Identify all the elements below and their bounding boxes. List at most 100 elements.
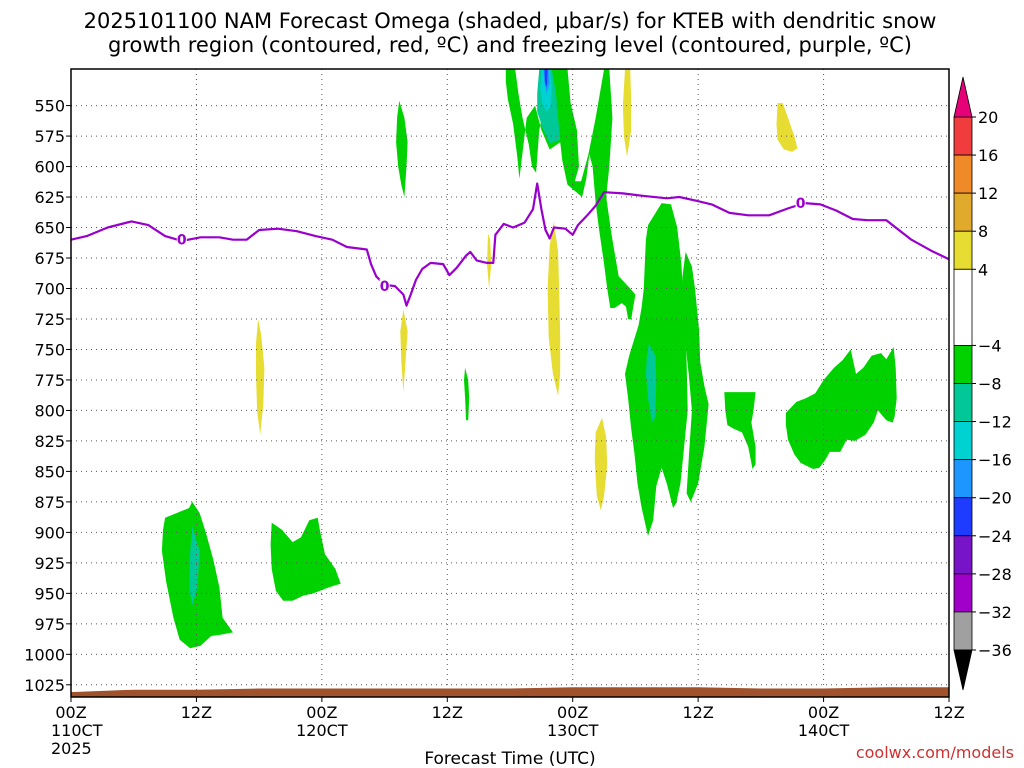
- y-tick-label-825: 825: [34, 432, 65, 451]
- y-tick-label-700: 700: [34, 279, 65, 298]
- omega-region-3: [396, 100, 408, 197]
- plot-frame: [70, 68, 950, 698]
- y-tick-label-550: 550: [34, 97, 65, 116]
- x-tick-label-36-0: 12Z: [432, 703, 463, 722]
- omega-region-17: [256, 319, 265, 435]
- x-axis-title: Forecast Time (UTC): [424, 749, 595, 768]
- freezing-label-0: 0: [177, 233, 187, 249]
- x-tick-label-72-1: 140CT: [798, 721, 850, 740]
- colorbar-band-5: [953, 345, 973, 384]
- omega-region-10: [625, 203, 688, 536]
- colorbar-label-2: 12: [978, 184, 998, 203]
- colorbar-band-0: [953, 116, 973, 156]
- omega-region-5: [505, 69, 636, 319]
- freezing-label-bg-2: [795, 196, 806, 211]
- colorbar-label-3: 8: [978, 222, 988, 241]
- colorbar-label-1: 16: [978, 146, 998, 165]
- x-tick-label-48-1: 130CT: [547, 721, 599, 740]
- colorbar-label-12: −32: [978, 603, 1012, 622]
- omega-region-13: [724, 392, 756, 469]
- omega-region-4: [464, 367, 470, 421]
- omega-region-19: [547, 221, 561, 396]
- y-tick-label-1025: 1025: [24, 676, 65, 695]
- y-tick-label-575: 575: [34, 127, 65, 146]
- y-tick-label-900: 900: [34, 523, 65, 542]
- x-tick-label-84-0: 12Z: [933, 703, 964, 722]
- colorbar-label-10: −24: [978, 527, 1012, 546]
- y-tick-label-800: 800: [34, 401, 65, 420]
- x-tick-label-24-1: 120CT: [296, 721, 348, 740]
- x-tick-label-0-0: 00Z: [55, 703, 86, 722]
- terrain-fill: [71, 687, 949, 697]
- x-tick-label-48-0: 00Z: [557, 703, 588, 722]
- y-tick-label-775: 775: [34, 371, 65, 390]
- y-axis: 550 575 600 625 650 675 700 725 750 775 800 825 850 8…: [24, 97, 71, 695]
- colorbar-label-11: −28: [978, 565, 1012, 584]
- x-tick-label-24-0: 00Z: [306, 703, 337, 722]
- colorbar-band-1: [953, 154, 973, 194]
- omega-region-18: [400, 309, 408, 393]
- colorbar-label-0: 20: [978, 108, 998, 127]
- omega-region-1: [189, 526, 200, 606]
- colorbar-label-13: −36: [978, 641, 1012, 660]
- y-tick-label-725: 725: [34, 310, 65, 329]
- terrain: [71, 687, 949, 697]
- y-tick-label-925: 925: [34, 554, 65, 573]
- x-tick-label-12-0: 12Z: [181, 703, 212, 722]
- freezing-level-line: [70, 182, 950, 307]
- colorbar-band-11: [953, 573, 973, 613]
- chart-title-line-2: growth region (contoured, red, ºC) and f…: [108, 33, 912, 57]
- colorbar-label-6: −8: [978, 375, 1002, 394]
- freezing-label-bg-0: [176, 232, 187, 247]
- y-tick-label-650: 650: [34, 219, 65, 238]
- credit-text: coolwx.com/models: [856, 743, 1014, 762]
- colorbar-band-4: [953, 268, 973, 346]
- colorbar-top-arrow: [953, 76, 973, 118]
- omega-shading: [161, 69, 897, 649]
- y-tick-label-625: 625: [34, 188, 65, 207]
- colorbar-band-3: [953, 230, 973, 270]
- y-tick-label-600: 600: [34, 158, 65, 177]
- y-tick-label-1000: 1000: [24, 645, 65, 664]
- colorbar-band-8: [953, 459, 973, 499]
- colorbar-band-6: [953, 383, 973, 422]
- y-tick-label-950: 950: [34, 584, 65, 603]
- omega-region-12: [681, 251, 709, 502]
- colorbar-band-9: [953, 497, 973, 537]
- plot-area: 0 0 0: [70, 68, 950, 698]
- colorbar-label-5: −4: [978, 336, 1002, 355]
- colorbar-label-9: −20: [978, 489, 1012, 508]
- colorbar-band-2: [953, 192, 973, 232]
- chart-title-line-1: 2025101100 NAM Forecast Omega (shaded, μ…: [84, 9, 937, 33]
- freezing-level: 0 0 0: [70, 182, 950, 307]
- y-tick-label-975: 975: [34, 615, 65, 634]
- omega-region-14: [785, 347, 897, 469]
- colorbar-band-12: [953, 611, 973, 651]
- freezing-label-1: 0: [380, 279, 390, 295]
- omega-region-9: [544, 69, 548, 88]
- colorbar-bottom-arrow: [953, 649, 973, 691]
- colorbar: 20 16 12 8 4 −4 −8 −12 −16 −20 −24 −28 −32 −36: [953, 76, 1012, 691]
- y-tick-label-875: 875: [34, 493, 65, 512]
- omega-region-21: [487, 233, 492, 289]
- omega-region-2: [270, 517, 341, 601]
- freezing-label-2: 0: [796, 196, 806, 212]
- omega-region-11: [645, 343, 657, 423]
- colorbar-label-4: 4: [978, 260, 988, 279]
- x-tick-label-0-1: 110CT: [51, 721, 103, 740]
- omega-region-20: [594, 417, 608, 511]
- y-tick-label-675: 675: [34, 249, 65, 268]
- omega-region-16: [776, 103, 798, 152]
- colorbar-label-8: −16: [978, 451, 1012, 470]
- colorbar-label-7: −12: [978, 413, 1012, 432]
- y-tick-label-750: 750: [34, 340, 65, 359]
- colorbar-band-7: [953, 421, 973, 461]
- x-tick-label-0-2: 2025: [51, 739, 92, 758]
- freezing-label-bg-1: [379, 279, 390, 294]
- x-tick-label-72-0: 00Z: [808, 703, 839, 722]
- x-tick-label-60-0: 12Z: [682, 703, 713, 722]
- colorbar-band-10: [953, 535, 973, 575]
- omega-region-15: [622, 69, 632, 157]
